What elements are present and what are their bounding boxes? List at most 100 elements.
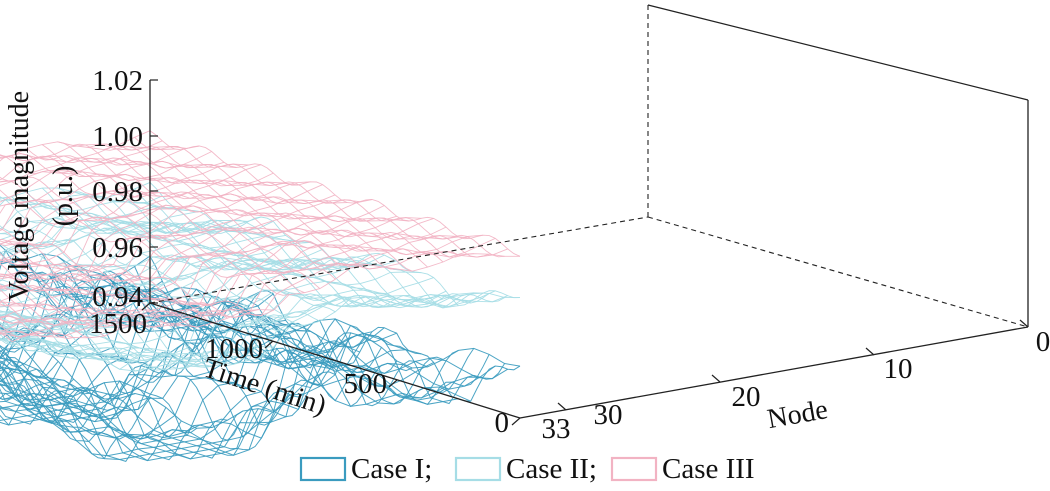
surface-time-line (0, 181, 299, 260)
node-tick (1019, 319, 1029, 328)
surface-time-line (0, 145, 175, 163)
legend-label-case-3: Case III (662, 453, 755, 485)
z-tick-label: 0.94 (92, 281, 143, 313)
surface-time-line (0, 217, 410, 302)
node-axis-title: Node (765, 394, 830, 435)
surface-time-line (0, 164, 237, 214)
top-edge-line (647, 4, 1029, 101)
legend-swatch-case-1 (299, 456, 347, 482)
z-tick-label: 1.00 (92, 121, 143, 153)
surface-node-line (134, 136, 505, 258)
time-tick (264, 340, 274, 349)
time-tick-label: 500 (344, 368, 388, 400)
surface-layer (0, 130, 521, 462)
surface-time-line (0, 349, 471, 462)
surface-time-line (0, 275, 237, 359)
time-tick-label: 1000 (205, 333, 263, 365)
surface-time-line (0, 164, 262, 245)
tick-labels: 1.02 1.00 0.98 0.96 0.94 1500 1000 500 0… (89, 65, 1050, 445)
surface-node-line (134, 266, 506, 405)
surface-time-line (0, 248, 508, 338)
surface-time-line (0, 219, 212, 241)
surface-time-line (0, 160, 225, 203)
time-tick-label: 1500 (89, 308, 147, 340)
back-floor-right-line (647, 216, 1029, 328)
surface-time-line (0, 313, 410, 419)
surface-time-line (0, 271, 422, 345)
surface-time-line (0, 181, 151, 199)
surface-time-line (0, 325, 373, 423)
surface-time-line (0, 163, 249, 232)
surface-time-line (0, 181, 311, 266)
legend: Case I; Case II; Case III (299, 453, 755, 485)
legend-swatch-case-3 (610, 456, 658, 482)
surface-time-line (0, 254, 385, 326)
surface-time-line (0, 335, 422, 439)
surface-time-line (0, 264, 410, 335)
node-tick (711, 374, 721, 383)
time-tick (511, 417, 521, 426)
time-axis-line (149, 302, 521, 419)
node-tick-label: 20 (732, 381, 761, 413)
surface-time-line (0, 273, 225, 360)
legend-label-case-2: Case II; (506, 453, 597, 485)
surface-time-line (0, 199, 175, 212)
surface-time-line (0, 220, 274, 288)
surface-time-line (0, 193, 163, 205)
surface-time-line (0, 312, 385, 412)
legend-label-case-1: Case I; (351, 453, 432, 485)
time-tick (388, 379, 398, 388)
node-tick-label: 33 (542, 413, 571, 445)
surface-time-line (0, 205, 385, 291)
surface-time-line (0, 235, 471, 326)
surface-time-line (0, 233, 459, 324)
node-tick-label: 0 (1036, 326, 1050, 358)
node-tick-label: 30 (594, 399, 623, 431)
surface-time-line (0, 255, 336, 334)
surface-time-line (0, 292, 459, 372)
node-tick (557, 402, 567, 411)
surface-time-line (0, 184, 323, 270)
surface-time-line (11, 253, 520, 343)
surface-time-line (0, 290, 496, 365)
surface-time-line (0, 345, 496, 456)
surface-time-line (0, 180, 286, 246)
time-tick-label: 0 (495, 407, 510, 439)
surface-time-line (0, 320, 323, 412)
surface-time-line (0, 326, 508, 439)
surface-time-line (0, 217, 225, 254)
surface-time-line (0, 199, 348, 282)
surface-time-line (0, 151, 212, 186)
surface-time-line (0, 235, 299, 308)
z-tick-label: 0.98 (92, 176, 143, 208)
surface-time-line (0, 220, 249, 282)
surface-time-line (0, 253, 151, 281)
node-tick-label: 10 (884, 353, 913, 385)
axes-frame (149, 4, 1029, 419)
axis-ticks (141, 79, 1029, 426)
surface-time-line (0, 292, 484, 368)
surface-time-line (0, 146, 188, 181)
surface-time-line (0, 356, 484, 460)
surface-time-line (0, 199, 373, 288)
time-axis-title: Time (min) (199, 353, 330, 422)
surface-time-line (0, 294, 508, 363)
surface-time-line (0, 293, 299, 403)
surface-time-line (0, 234, 484, 332)
node-axis-line (519, 326, 1029, 419)
surface-time-line (0, 172, 274, 245)
back-floor-left-line (149, 216, 649, 304)
node-tick (865, 347, 875, 356)
surface-time-line (0, 145, 200, 183)
z-axis-title: Voltage magnitude (4, 91, 35, 301)
z-tick-label: 1.02 (92, 65, 143, 97)
surface-time-line (0, 215, 397, 291)
z-tick-label: 0.96 (92, 232, 143, 264)
surface-time-line (0, 315, 311, 409)
surface-time-line (0, 199, 360, 281)
surface-time-line (0, 289, 447, 363)
legend-swatch-case-2 (454, 456, 502, 482)
z-axis-title-unit: (p.u.) (48, 166, 79, 227)
surface-time-line (0, 347, 447, 457)
